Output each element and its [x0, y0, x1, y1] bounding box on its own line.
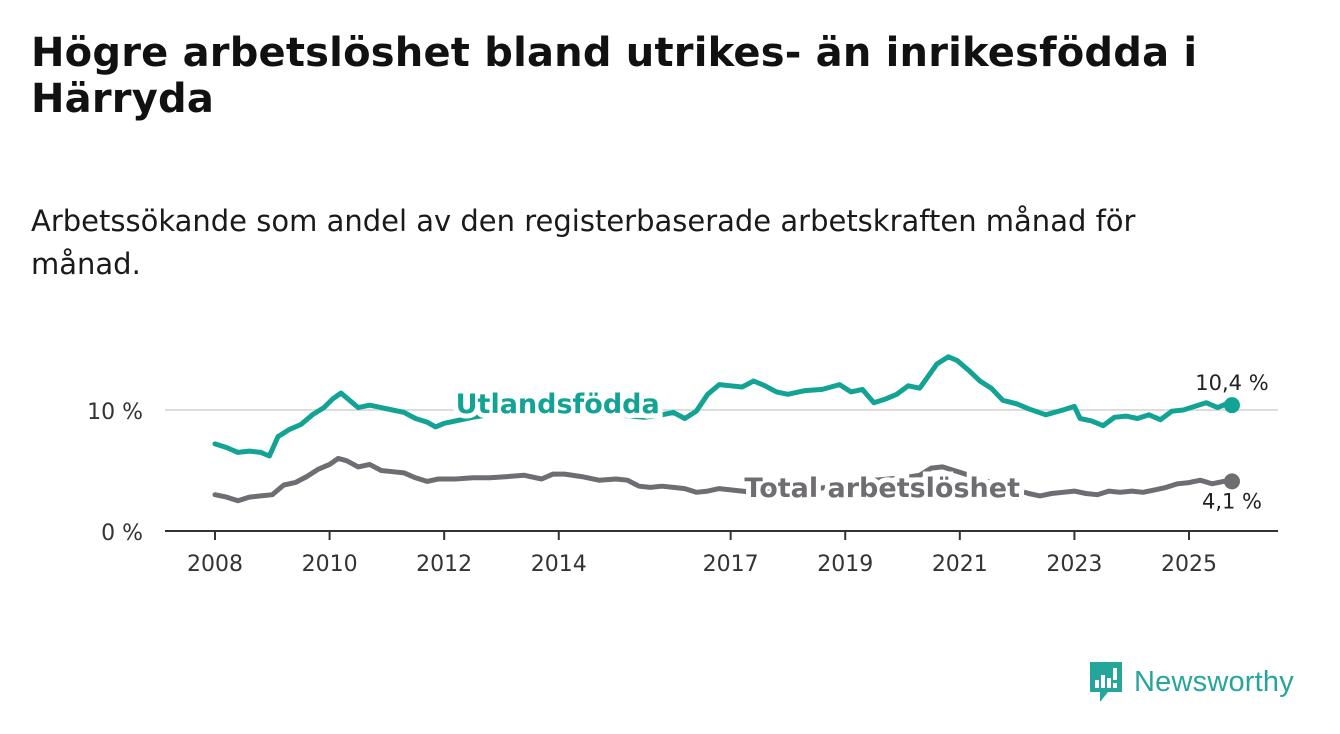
x-tick-label: 2008 [187, 552, 243, 577]
x-tick-label: 2023 [1046, 552, 1102, 577]
y-tick-label: 0 % [101, 521, 143, 546]
end-value-label-total-arbetsloshet: 4,1 % [1202, 489, 1262, 513]
chart-title: Högre arbetslöshet bland utrikes- än inr… [31, 30, 1198, 122]
series-line-total-arbetsloshet [212, 455, 1235, 504]
x-tick-label: 2021 [932, 552, 988, 577]
series-label-utlandsfodda: Utlandsfödda [456, 389, 660, 420]
end-value-label-utlandsfodda: 10,4 % [1195, 371, 1268, 395]
x-tick-label: 2010 [302, 552, 358, 577]
newsworthy-logo-icon [1090, 662, 1122, 702]
series-line-utlandsfodda [212, 354, 1235, 459]
chart-subtitle: Arbetssökande som andel av den registerb… [31, 204, 1136, 281]
brand-name: Newsworthy [1134, 665, 1294, 698]
x-tick-label: 2019 [817, 552, 873, 577]
series-endpoint-total-arbetsloshet [1223, 473, 1240, 490]
brand-logo[interactable]: Newsworthy [1088, 660, 1294, 704]
x-tick-label: 2025 [1161, 552, 1217, 577]
x-tick-label: 2014 [531, 552, 587, 577]
series-label-total-arbetsloshet: Total arbetslöshet [744, 473, 1020, 504]
y-tick-label: 10 % [87, 400, 143, 425]
series-endpoint-utlandsfodda [1223, 397, 1240, 414]
x-tick-label: 2012 [416, 552, 472, 577]
x-tick-label: 2017 [703, 552, 759, 577]
